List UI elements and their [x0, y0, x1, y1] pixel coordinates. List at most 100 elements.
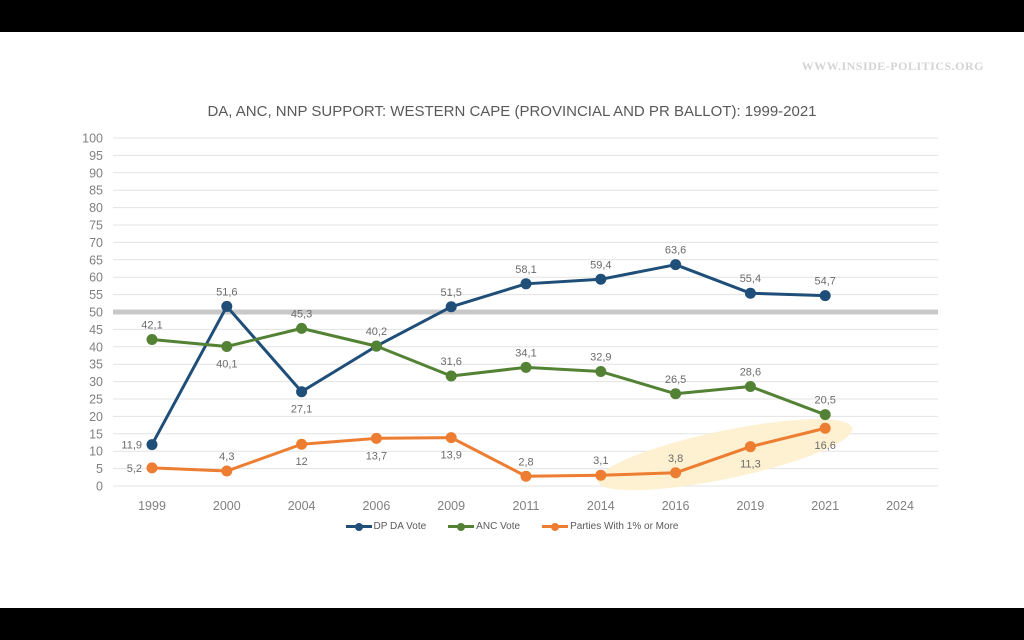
data-point — [520, 278, 532, 290]
legend-item: Parties With 1% or More — [542, 521, 678, 532]
x-tick-label: 2014 — [587, 499, 615, 513]
y-tick-label: 80 — [89, 201, 103, 215]
y-tick-label: 50 — [89, 306, 103, 320]
data-point — [445, 301, 457, 313]
data-label: 3,8 — [668, 453, 683, 465]
data-point — [595, 469, 607, 481]
data-point — [146, 462, 158, 474]
legend-item: ANC Vote — [448, 521, 520, 532]
y-tick-label: 35 — [89, 358, 103, 372]
data-point — [221, 340, 233, 352]
x-tick-label: 2024 — [886, 499, 914, 513]
data-label: 11,9 — [121, 440, 142, 452]
x-tick-label: 2009 — [437, 499, 465, 513]
data-point — [744, 287, 756, 299]
legend-item: DP DA Vote — [345, 521, 427, 532]
data-point — [146, 439, 158, 451]
data-point — [670, 259, 682, 271]
data-point — [370, 432, 382, 444]
x-tick-label: 2016 — [662, 499, 690, 513]
data-point — [221, 300, 233, 312]
y-tick-label: 60 — [89, 271, 103, 285]
y-tick-label: 85 — [89, 184, 103, 198]
x-tick-label: 2019 — [736, 499, 764, 513]
series-line — [150, 263, 826, 446]
data-label: 55,4 — [740, 273, 761, 285]
line-chart: 0 5 10 15 20 25 30 35 40 45 50 55 60 65 70 75 80 85 90 95 10… — [82, 132, 938, 513]
x-tick-label: 2000 — [213, 499, 241, 513]
y-tick-label: 90 — [89, 166, 103, 180]
data-point — [296, 386, 308, 398]
data-point — [670, 467, 682, 479]
data-point — [296, 438, 308, 450]
data-point — [520, 361, 532, 373]
y-tick-label: 45 — [89, 323, 103, 337]
y-tick-label: 70 — [89, 236, 103, 250]
data-label: 11,3 — [740, 459, 761, 471]
data-label: 40,1 — [216, 358, 237, 370]
data-label: 13,9 — [440, 450, 461, 462]
x-tick-label: 2004 — [288, 499, 316, 513]
data-label: 2,8 — [518, 456, 533, 468]
data-point — [744, 441, 756, 453]
y-tick-label: 95 — [89, 149, 103, 163]
data-label: 12 — [295, 456, 307, 468]
data-point — [595, 366, 607, 378]
data-label: 4,3 — [219, 451, 234, 463]
data-label: 54,7 — [814, 276, 835, 288]
series-line — [151, 326, 826, 417]
legend-label: DP DA Vote — [373, 521, 427, 532]
data-label: 51,6 — [216, 286, 237, 298]
data-label: 59,4 — [590, 259, 611, 271]
data-label: 31,6 — [440, 356, 461, 368]
legend: DP DA Vote ANC Vote Parties With 1% or Mor… — [0, 521, 1024, 532]
data-label: 3,1 — [593, 455, 608, 467]
data-point — [670, 388, 682, 400]
data-point — [520, 470, 532, 482]
data-label: 40,2 — [366, 326, 387, 338]
y-tick-label: 15 — [89, 427, 103, 441]
data-point — [370, 340, 382, 352]
x-tick-label: 2021 — [811, 499, 839, 513]
data-label: 13,7 — [366, 450, 387, 462]
watermark: WWW.INSIDE-POLITICS.ORG — [801, 59, 984, 73]
y-tick-label: 20 — [89, 410, 103, 424]
data-label: 26,5 — [665, 374, 686, 386]
legend-label: ANC Vote — [476, 521, 521, 532]
data-label: 58,1 — [515, 264, 536, 276]
data-label: 63,6 — [665, 245, 686, 257]
y-tick-label: 10 — [89, 445, 103, 459]
data-point — [595, 273, 607, 285]
y-tick-label: 100 — [82, 132, 103, 146]
series-line — [151, 426, 826, 478]
slide: WWW.INSIDE-POLITICS.ORG DA, ANC, NNP SUP… — [0, 32, 1024, 608]
y-tick-label: 25 — [89, 393, 103, 407]
data-point — [744, 380, 756, 392]
data-label: 51,5 — [440, 287, 461, 299]
y-tick-label: 75 — [89, 219, 103, 233]
x-tick-label: 2011 — [513, 499, 540, 513]
y-tick-label: 30 — [89, 375, 103, 389]
data-point — [221, 465, 233, 477]
data-label: 20,5 — [814, 395, 835, 407]
data-label: 5,2 — [127, 463, 142, 475]
data-label: 42,1 — [141, 319, 162, 331]
legend-swatch — [542, 522, 569, 531]
data-point — [445, 370, 457, 382]
legend-swatch — [448, 522, 475, 531]
data-label: 28,6 — [740, 366, 761, 378]
data-label: 45,3 — [291, 308, 312, 320]
data-label: 16,6 — [814, 440, 835, 452]
y-tick-label: 65 — [89, 253, 103, 267]
data-label: 27,1 — [291, 404, 312, 416]
chart-title: DA, ANC, NNP SUPPORT: WESTERN CAPE (PROV… — [207, 103, 817, 120]
data-point — [146, 333, 158, 345]
data-point — [445, 432, 457, 444]
x-tick-label: 1999 — [138, 499, 166, 513]
x-tick-label: 2006 — [362, 499, 390, 513]
y-tick-label: 5 — [96, 462, 103, 476]
data-label: 34,1 — [515, 347, 536, 359]
y-tick-label: 40 — [89, 340, 103, 354]
data-label: 32,9 — [590, 352, 611, 364]
legend-swatch — [345, 522, 372, 531]
